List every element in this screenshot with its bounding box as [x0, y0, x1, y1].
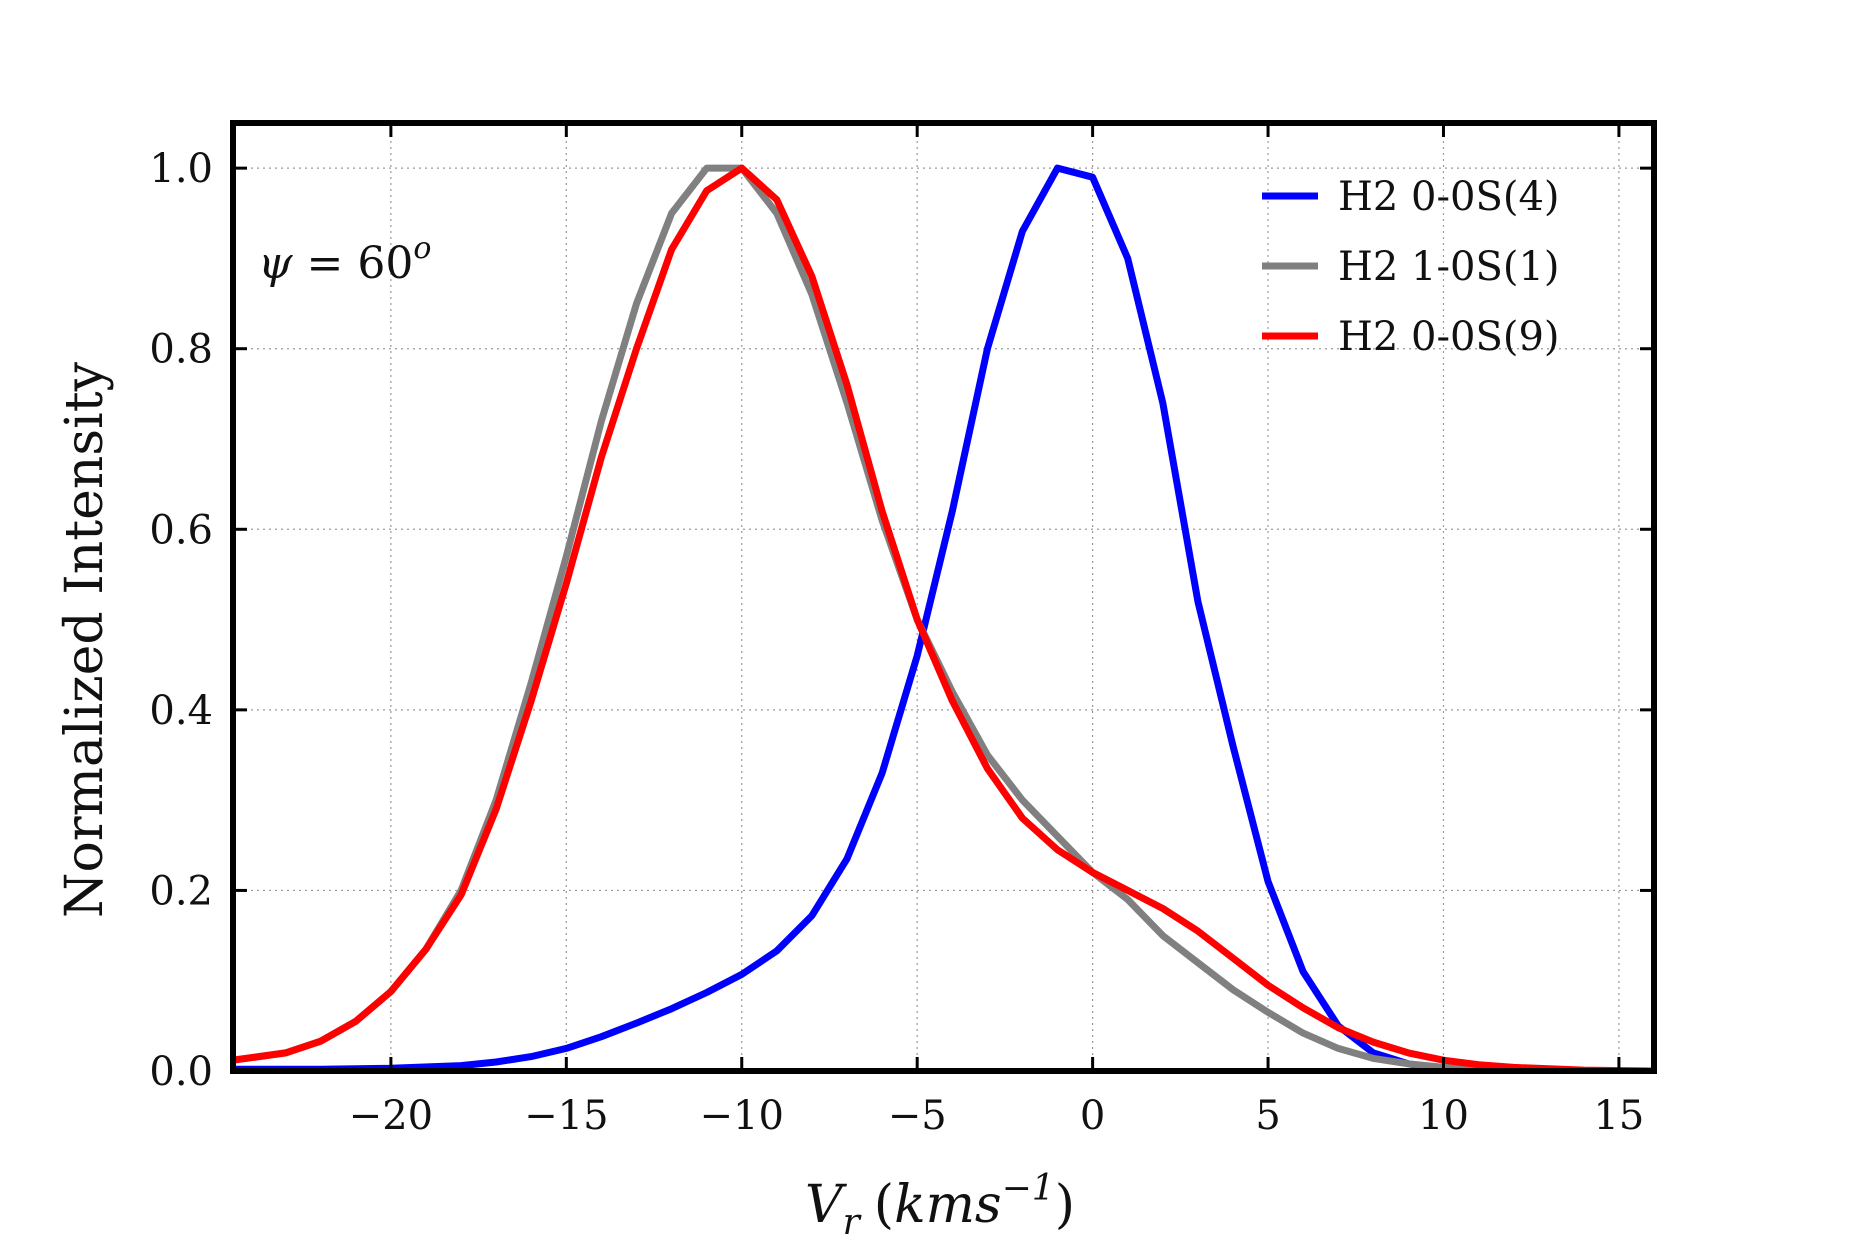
x-axis-label-var: V: [805, 1175, 847, 1235]
psi-equation: = 60: [293, 238, 414, 289]
y-tick-label-1: 0.2: [149, 868, 213, 914]
legend-label-0: H2 0-0S(4): [1338, 174, 1560, 220]
legend-label-1: H2 1-0S(1): [1338, 244, 1560, 290]
series-line-h2-0-0s-4-: [233, 164, 1654, 1071]
x-axis-label: Vr (kms−1): [805, 1168, 1075, 1242]
y-tick-label-5: 1.0: [149, 146, 213, 192]
y-tick-label-0: 0.0: [149, 1049, 213, 1095]
x-tick-labels: −20 −15 −10 −5 0 5 10 15: [349, 1093, 1645, 1139]
x-tick-label-2: −10: [700, 1093, 784, 1139]
x-axis-label-exp: −1: [1002, 1168, 1055, 1209]
x-axis-label-open: (: [874, 1175, 894, 1235]
x-tick-label-7: 15: [1593, 1093, 1644, 1139]
series-line-h2-0-0s-9-: [233, 164, 1654, 1071]
x-tick-label-6: 10: [1418, 1093, 1469, 1139]
series-lines: [233, 164, 1654, 1071]
plot-frame: [230, 120, 1657, 1074]
psi-superscript: o: [413, 231, 431, 266]
x-axis-label-unit: kms: [894, 1175, 1002, 1235]
psi-symbol: ψ: [258, 238, 293, 289]
x-tick-label-5: 5: [1255, 1093, 1280, 1139]
psi-annotation: ψ = 60o: [258, 231, 431, 289]
series-line-h2-1-0s-1-: [233, 164, 1654, 1071]
y-axis-label: Normalized Intensity: [55, 361, 115, 918]
x-tick-label-1: −15: [524, 1093, 608, 1139]
y-tick-labels: 0.0 0.2 0.4 0.6 0.8 1.0: [149, 146, 213, 1095]
legend-label-2: H2 0-0S(9): [1338, 314, 1560, 360]
y-tick-label-2: 0.4: [149, 688, 213, 734]
x-axis-label-sub: r: [843, 1202, 862, 1242]
x-tick-label-3: −5: [888, 1093, 947, 1139]
axis-ticks: [233, 123, 1654, 1073]
y-tick-label-4: 0.8: [149, 327, 213, 373]
legend: H2 0-0S(4) H2 1-0S(1) H2 0-0S(9): [1262, 174, 1560, 360]
y-tick-label-3: 0.6: [149, 507, 213, 553]
grid: [233, 123, 1654, 1072]
x-tick-label-4: 0: [1080, 1093, 1105, 1139]
x-tick-label-0: −20: [349, 1093, 433, 1139]
x-axis-label-close: ): [1055, 1175, 1075, 1235]
